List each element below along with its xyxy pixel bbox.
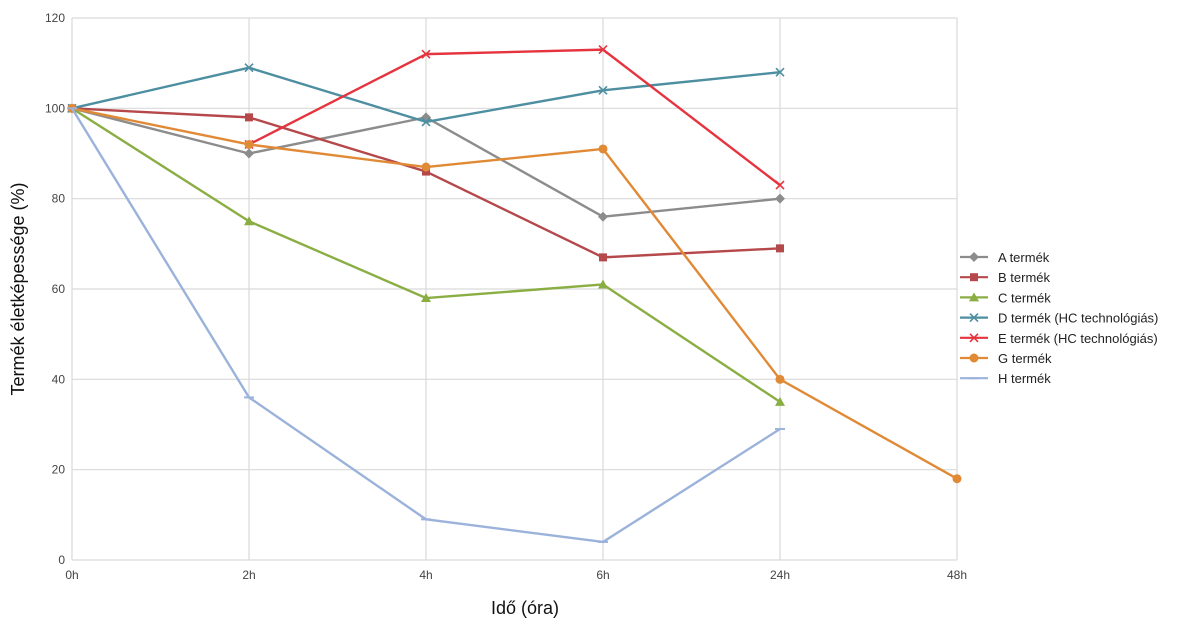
legend-label: G termék xyxy=(998,351,1052,366)
data-point xyxy=(969,252,979,262)
x-tick-label: 48h xyxy=(947,568,967,582)
data-point xyxy=(969,333,979,343)
x-tick-label: 4h xyxy=(419,568,432,582)
y-axis-ticks: 0 20 40 60 80 100 120 xyxy=(45,11,65,567)
data-point xyxy=(775,193,785,204)
series-line xyxy=(71,107,958,480)
legend-item: D termék (HC technológiás) xyxy=(960,311,1158,326)
data-point xyxy=(775,396,785,406)
legend-item: A termék xyxy=(960,250,1050,265)
data-point xyxy=(244,139,254,149)
data-point xyxy=(421,293,431,303)
data-point xyxy=(598,45,608,55)
y-tick-label: 60 xyxy=(52,282,66,296)
x-tick-label: 0h xyxy=(65,568,78,582)
data-point xyxy=(598,144,608,154)
data-point xyxy=(970,273,978,282)
data-point xyxy=(598,85,608,95)
y-tick-label: 100 xyxy=(45,101,65,115)
legend-item: G termék xyxy=(960,351,1052,366)
x-axis-ticks: 0h 2h 4h 6h 24h 48h xyxy=(65,568,967,582)
data-point xyxy=(598,211,608,222)
series-line xyxy=(248,48,781,187)
legend-label: H termék xyxy=(998,371,1051,386)
legend-label: D termék (HC technológiás) xyxy=(998,311,1158,326)
data-point xyxy=(245,113,253,122)
x-tick-label: 24h xyxy=(770,568,790,582)
legend-label: A termék xyxy=(998,250,1050,265)
legend-label: B termék xyxy=(998,270,1051,285)
legend-item: H termék xyxy=(960,371,1051,386)
data-point xyxy=(598,279,608,289)
series-group xyxy=(67,45,962,544)
data-point xyxy=(422,167,430,176)
data-point xyxy=(244,216,254,226)
x-tick-label: 2h xyxy=(242,568,255,582)
data-point xyxy=(775,374,785,384)
data-point xyxy=(244,63,254,73)
y-axis-title: Termék életképessége (%) xyxy=(8,182,28,395)
data-point xyxy=(952,474,962,484)
data-point xyxy=(599,253,607,262)
legend-label: C termék xyxy=(998,290,1051,305)
data-point xyxy=(421,49,431,59)
data-point xyxy=(775,67,785,77)
x-axis-title: Idő (óra) xyxy=(491,598,559,618)
legend-item: C termék xyxy=(960,290,1051,305)
data-point xyxy=(421,117,431,127)
series-7 xyxy=(67,107,785,544)
y-tick-label: 40 xyxy=(52,372,66,386)
legend-label: E termék (HC technológiás) xyxy=(998,331,1158,346)
grid xyxy=(71,17,958,561)
y-tick-label: 80 xyxy=(52,192,66,206)
x-tick-label: 6h xyxy=(596,568,609,582)
y-tick-label: 120 xyxy=(45,11,65,25)
series-1 xyxy=(67,103,785,222)
y-tick-label: 0 xyxy=(58,553,65,567)
data-point xyxy=(775,180,785,190)
legend: A termék B termék C termék D termék (HC tec… xyxy=(960,250,1158,386)
y-tick-label: 20 xyxy=(52,463,66,477)
series-6 xyxy=(67,103,962,484)
legend-item: E termék (HC technológiás) xyxy=(960,331,1158,346)
data-point xyxy=(776,244,784,253)
data-point xyxy=(969,292,979,302)
legend-item: B termék xyxy=(960,270,1051,285)
data-point xyxy=(421,162,431,172)
data-point xyxy=(244,148,254,159)
data-point xyxy=(969,313,979,323)
data-point xyxy=(969,353,979,363)
